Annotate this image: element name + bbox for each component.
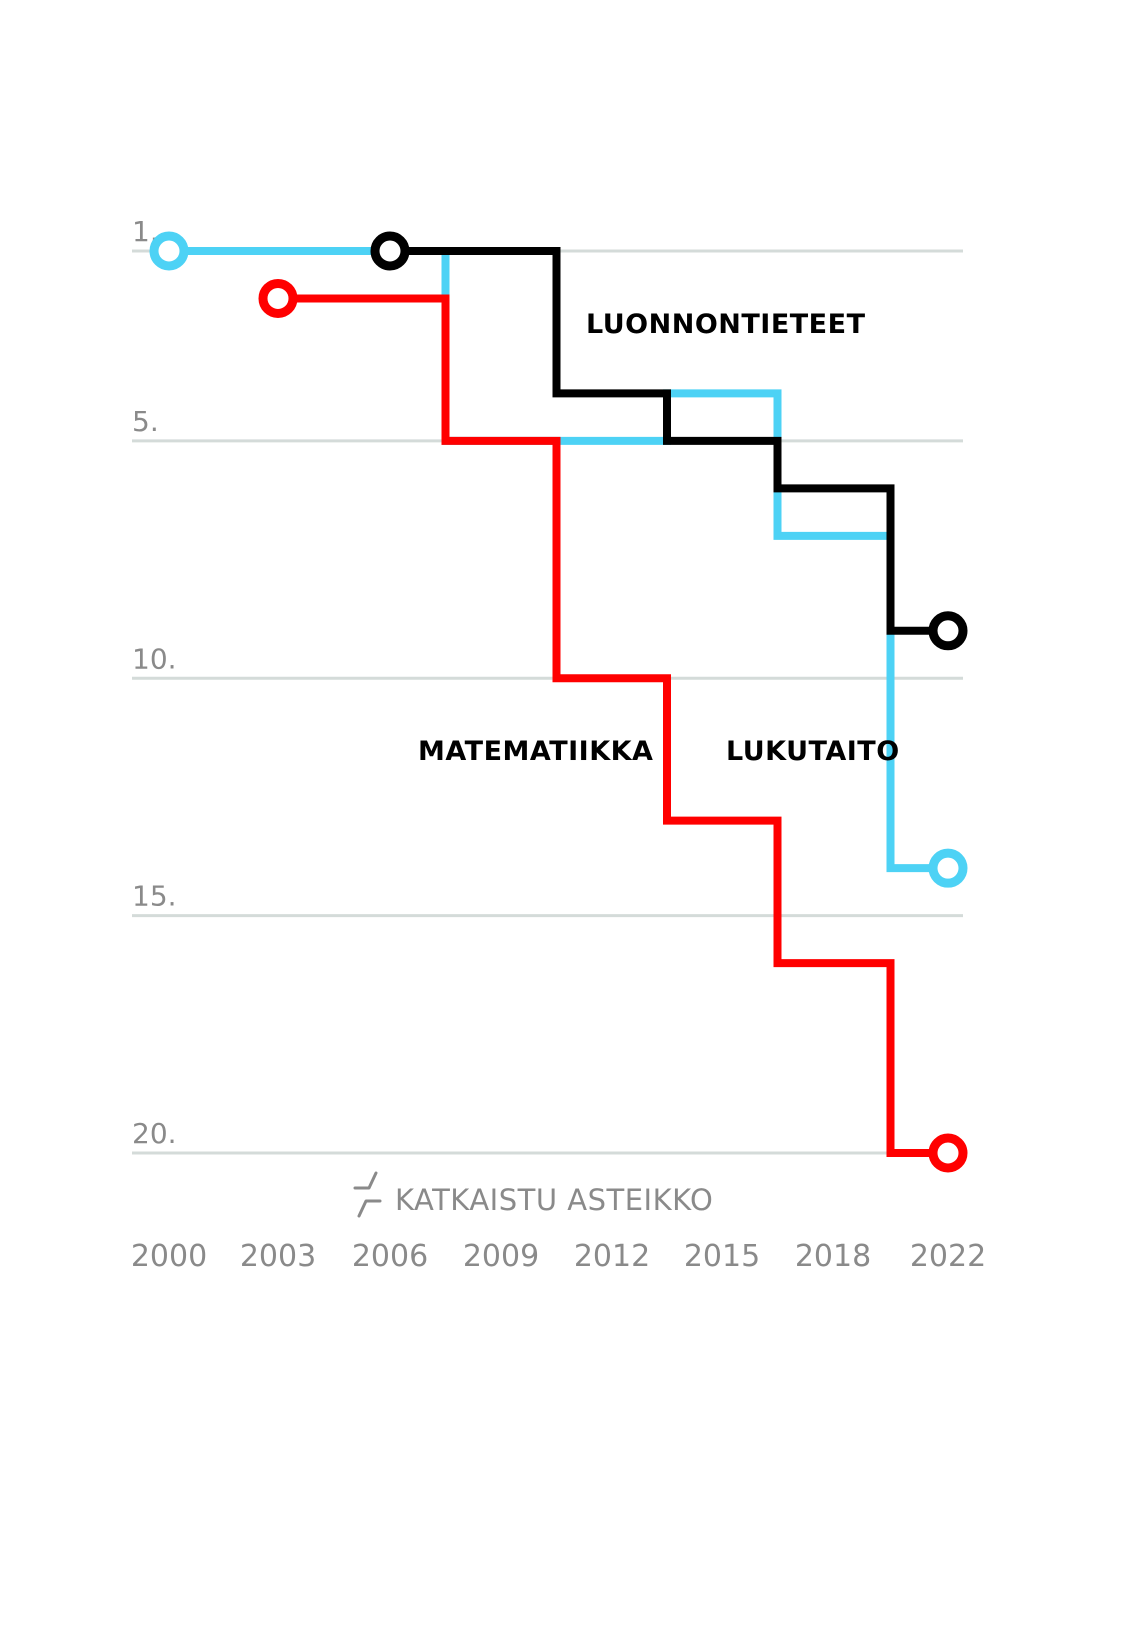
x-tick-label: 2000 bbox=[131, 1239, 207, 1274]
series-line-matematiikka bbox=[278, 294, 948, 1157]
x-tick-label: 2006 bbox=[352, 1239, 428, 1274]
series-line-luonnontieteet bbox=[390, 247, 948, 635]
y-tick-label: 10. bbox=[132, 642, 177, 675]
x-axis-ticks: 2000 2003 2006 2009 2012 2015 2018 2022 bbox=[131, 1239, 986, 1274]
marker-layer bbox=[149, 231, 968, 1173]
series-label-lukutaito: LUKUTAITO bbox=[726, 736, 900, 767]
x-tick-label: 2022 bbox=[910, 1239, 986, 1274]
broken-scale-icon bbox=[353, 1171, 382, 1218]
x-tick-label: 2018 bbox=[795, 1239, 871, 1274]
series-marker-luonnontieteet-end bbox=[928, 611, 968, 651]
x-tick-label: 2015 bbox=[684, 1239, 760, 1274]
x-tick-label: 2003 bbox=[240, 1239, 316, 1274]
y-tick-label: 20. bbox=[132, 1117, 177, 1150]
x-tick-label: 2009 bbox=[463, 1239, 539, 1274]
y-tick-label: 5. bbox=[132, 405, 159, 438]
series-marker-matematiikka-end bbox=[928, 1133, 968, 1173]
series-line-lukutaito bbox=[169, 247, 948, 873]
series-marker-matematiikka-start bbox=[258, 278, 298, 318]
series-label-matematiikka: MATEMATIIKKA bbox=[418, 736, 653, 767]
series-marker-luonnontieteet-start bbox=[370, 231, 410, 271]
y-tick-label: 15. bbox=[132, 880, 177, 913]
series-label-luonnontieteet: LUONNONTIETEET bbox=[586, 309, 866, 340]
broken-scale-note: KATKAISTU ASTEIKKO bbox=[395, 1183, 713, 1217]
grid-layer bbox=[132, 249, 963, 1155]
x-tick-label: 2012 bbox=[574, 1239, 650, 1274]
series-marker-lukutaito-start bbox=[149, 231, 189, 271]
series-marker-lukutaito-end bbox=[928, 848, 968, 888]
series-layer bbox=[169, 247, 948, 1157]
y-axis-ticks: 1.5.10.15.20. bbox=[132, 215, 177, 1150]
